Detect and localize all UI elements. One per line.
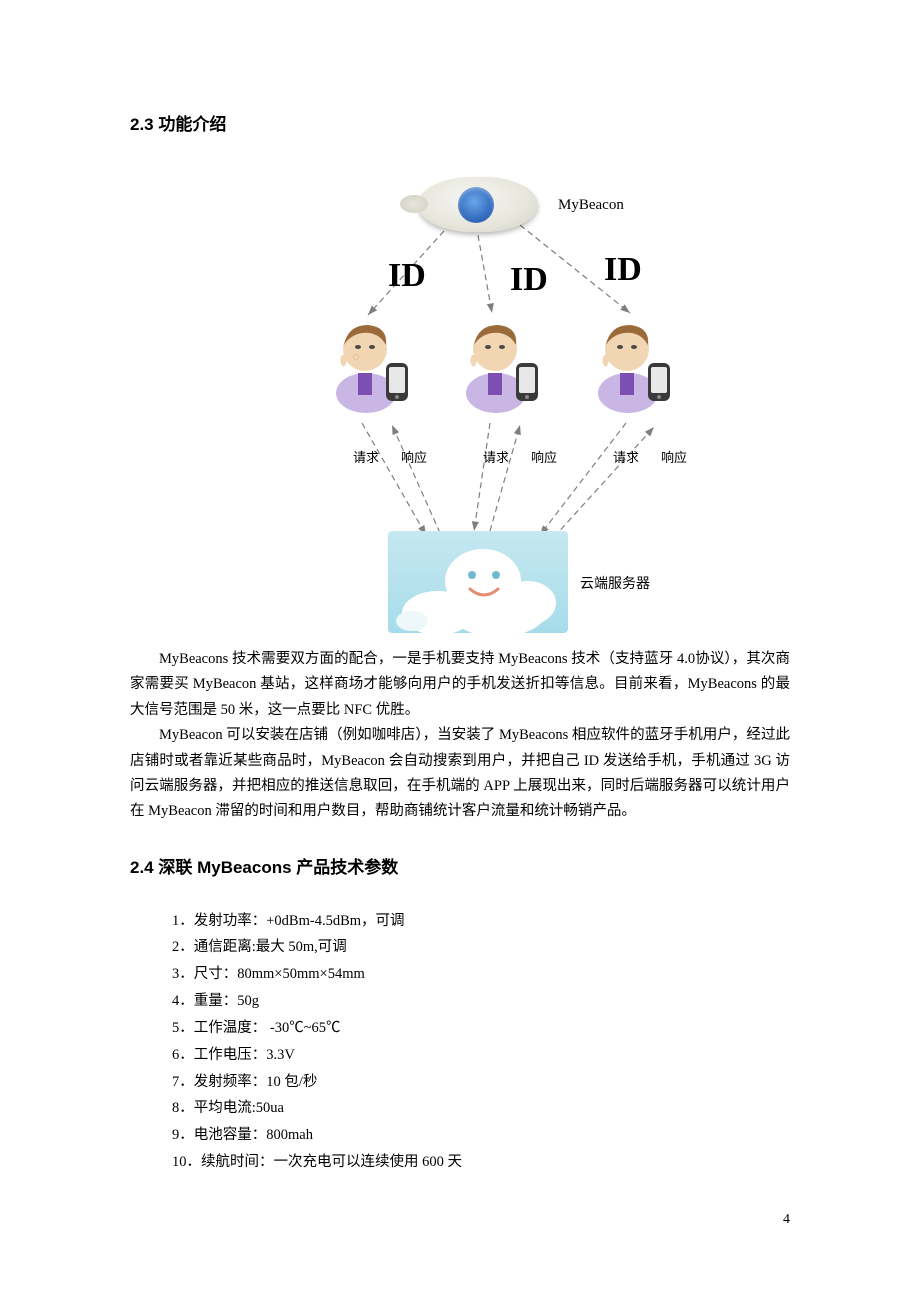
page-number: 4 — [783, 1212, 790, 1228]
cloud-server-icon — [388, 531, 568, 633]
section-title-2-4: 2.4 深联 MyBeacons 产品技术参数 — [130, 853, 790, 878]
spec-item: 1．发射功率：+0dBm-4.5dBm，可调 — [172, 908, 790, 935]
spec-item: 10．续航时间：一次充电可以连续使用 600 天 — [172, 1149, 790, 1176]
spec-item: 8．平均电流:50ua — [172, 1095, 790, 1122]
spec-item: 5．工作温度： -30℃~65℃ — [172, 1015, 790, 1042]
user-icon-1 — [328, 315, 418, 413]
document-page: 2.3 功能介绍 MyBeacon ID — [0, 0, 920, 1260]
user-icon-2 — [458, 315, 548, 413]
architecture-diagram: MyBeacon ID ID ID — [140, 165, 780, 635]
paragraph-2: MyBeacon 可以安装在店铺（例如咖啡店），当安装了 MyBeacons 相… — [130, 723, 790, 825]
spec-list: 1．发射功率：+0dBm-4.5dBm，可调 2．通信距离:最大 50m,可调 … — [172, 908, 790, 1176]
beacon-label: MyBeacon — [558, 197, 624, 214]
beacon-device-icon — [418, 177, 538, 237]
req-resp-label-2: 请求响应 — [460, 447, 580, 466]
req-resp-label-1: 请求响应 — [330, 447, 450, 466]
spec-item: 6．工作电压：3.3V — [172, 1042, 790, 1069]
req-resp-label-3: 请求响应 — [590, 447, 710, 466]
paragraph-1: MyBeacons 技术需要双方面的配合，一是手机要支持 MyBeacons 技… — [130, 647, 790, 723]
spec-item: 9．电池容量：800mah — [172, 1122, 790, 1149]
spec-item: 4．重量：50g — [172, 988, 790, 1015]
id-label-1: ID — [388, 257, 426, 295]
spec-item: 7．发射频率：10 包/秒 — [172, 1069, 790, 1096]
id-label-3: ID — [604, 251, 642, 289]
spec-item: 2．通信距离:最大 50m,可调 — [172, 934, 790, 961]
user-icon-3 — [590, 315, 680, 413]
spec-item: 3．尺寸：80mm×50mm×54mm — [172, 961, 790, 988]
id-label-2: ID — [510, 261, 548, 299]
section-title-2-3: 2.3 功能介绍 — [130, 110, 790, 135]
cloud-server-label: 云端服务器 — [580, 573, 650, 593]
